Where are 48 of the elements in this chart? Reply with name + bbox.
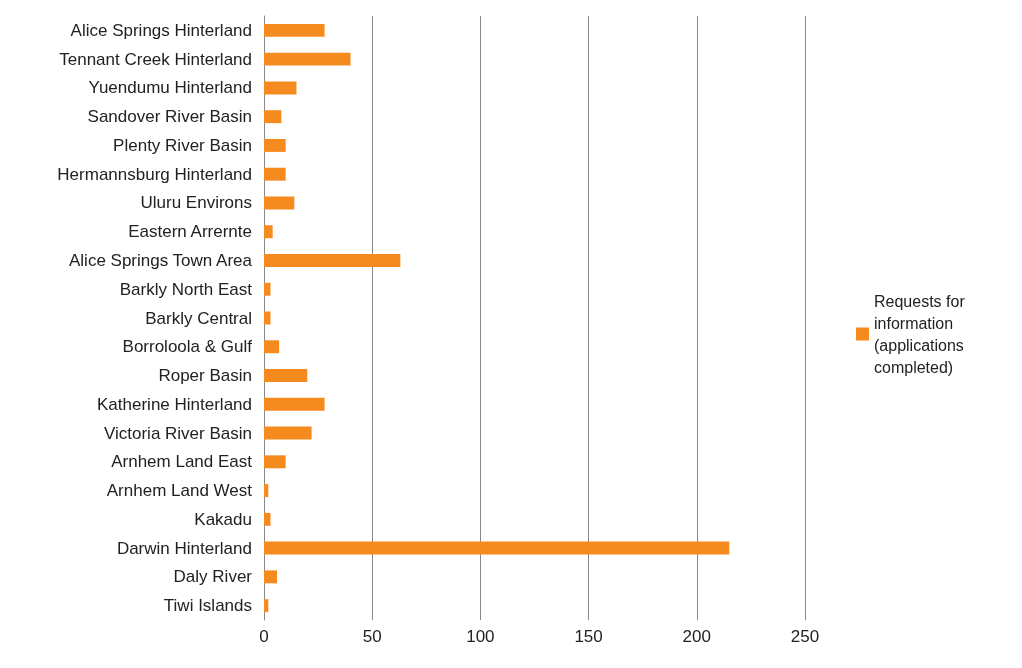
y-tick-label: Barkly North East (119, 279, 253, 299)
y-tick-label: Kakadu (194, 509, 252, 529)
y-tick-label: Plenty River Basin (113, 135, 252, 155)
bar (264, 484, 269, 498)
y-tick-label: Borroloola & Gulf (122, 337, 253, 357)
y-tick-label: Yuendumu Hinterland (88, 78, 252, 98)
bar (264, 225, 273, 239)
y-tick-label: Katherine Hinterland (97, 394, 252, 414)
bar (264, 570, 277, 584)
y-tick-label: Alice Springs Hinterland (70, 20, 252, 40)
bar (264, 138, 286, 152)
y-tick-label: Hermannsburg Hinterland (57, 164, 252, 184)
bar (264, 397, 325, 411)
y-tick-label: Arnhem Land East (111, 452, 253, 472)
x-tick-label: 150 (574, 627, 603, 646)
y-tick-label: Sandover River Basin (87, 107, 252, 127)
y-tick-label: Roper Basin (158, 366, 252, 386)
x-tick-label: 0 (259, 627, 269, 646)
bar (264, 110, 282, 124)
bar (264, 23, 325, 37)
bar (264, 541, 730, 555)
y-tick-label: Arnhem Land West (106, 481, 253, 501)
bar (264, 426, 312, 440)
bar (264, 282, 271, 296)
bar (264, 455, 286, 469)
bar (264, 81, 297, 95)
y-tick-label: Victoria River Basin (103, 423, 252, 443)
x-tick-label: 50 (362, 627, 382, 646)
bar (264, 512, 271, 526)
bar (264, 52, 351, 66)
y-tick-label: Tiwi Islands (163, 596, 252, 616)
y-tick-label: Alice Springs Town Area (68, 250, 253, 270)
y-tick-label: Uluru Environs (140, 193, 252, 213)
y-tick-label: Darwin Hinterland (116, 538, 252, 558)
x-tick-label: 250 (790, 627, 820, 646)
x-tick-label: 200 (682, 627, 711, 646)
bar (264, 599, 269, 613)
bar (264, 254, 401, 267)
y-tick-label: Daly River (173, 567, 253, 587)
legend-label: Requests for information (applications completed) (874, 292, 970, 376)
bar (264, 167, 286, 181)
y-tick-label: Tennant Creek Hinterland (59, 49, 252, 69)
bar (264, 369, 308, 382)
y-tick-label: Eastern Arrernte (128, 222, 252, 242)
bar (264, 196, 295, 210)
x-tick-label: 100 (466, 627, 495, 646)
bar (264, 340, 280, 354)
y-tick-label: Barkly Central (145, 308, 252, 328)
